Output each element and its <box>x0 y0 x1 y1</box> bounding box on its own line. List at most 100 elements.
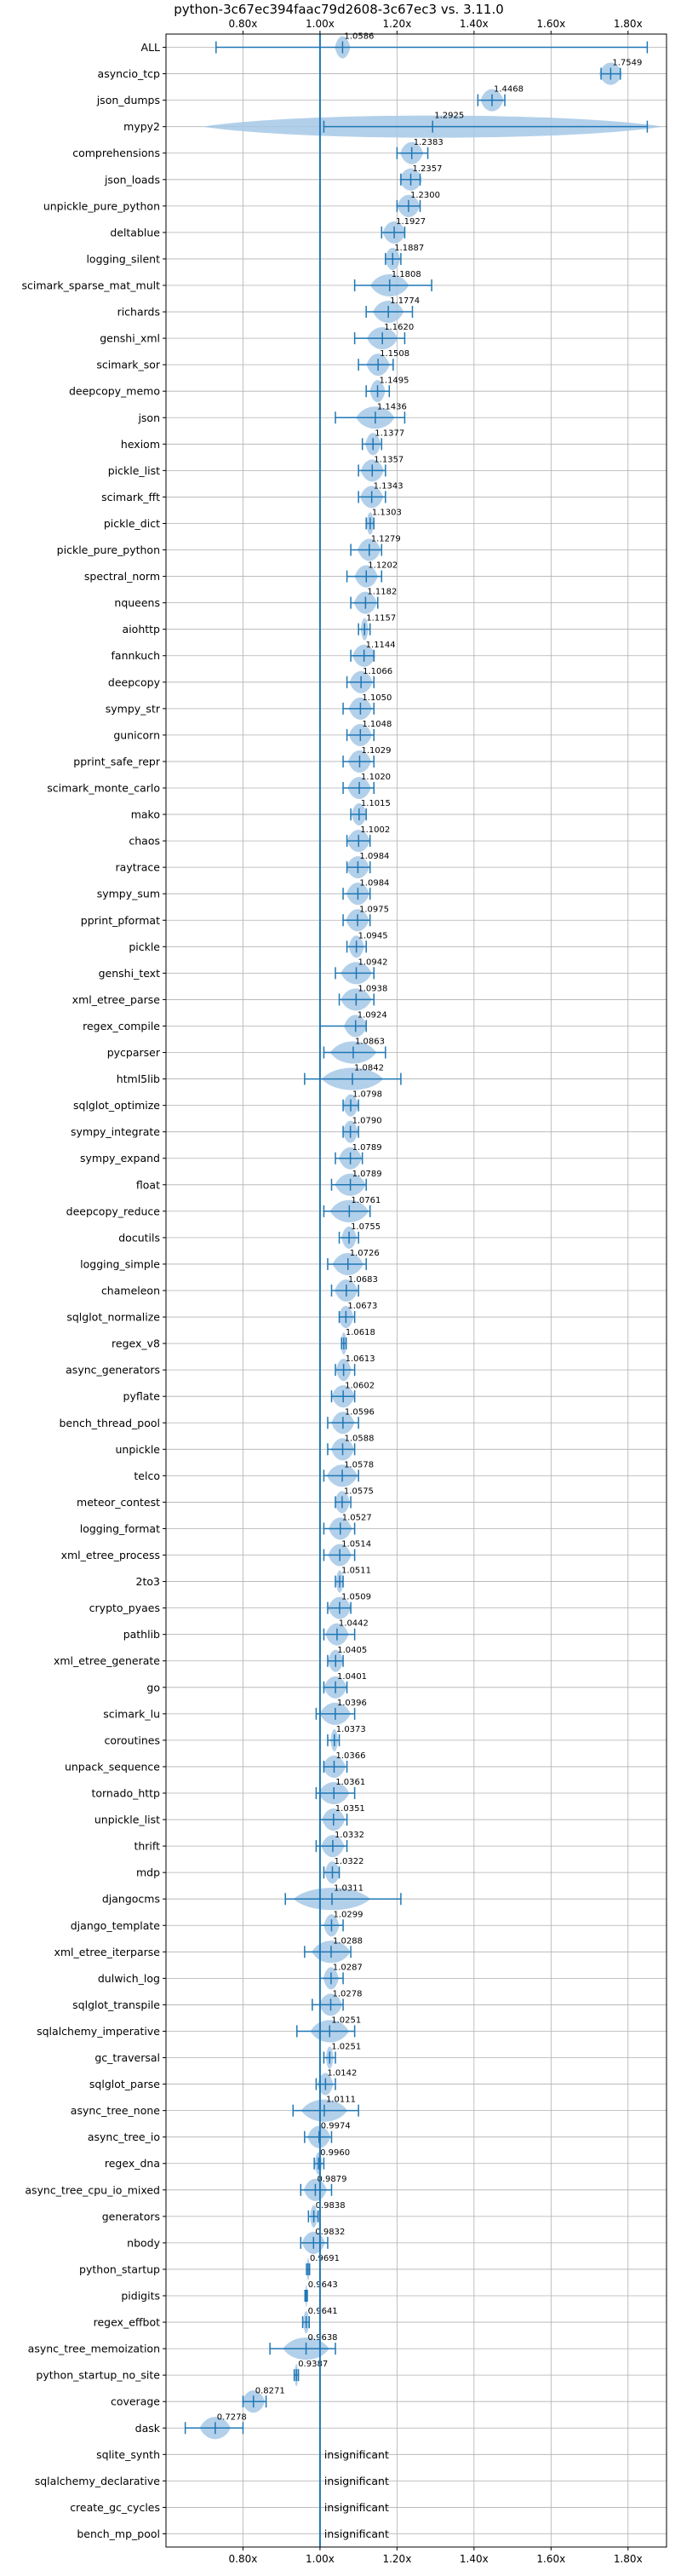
value-label: 1.0588 <box>345 1434 375 1443</box>
benchmark-label: scimark_monte_carlo <box>47 782 160 795</box>
benchmark-label: sqlglot_transpile <box>72 1998 160 2011</box>
value-label: 0.9691 <box>310 2254 340 2263</box>
benchmark-label: pickle_list <box>108 464 160 477</box>
value-label: 1.0602 <box>345 1381 375 1390</box>
benchmark-label: sqlglot_normalize <box>66 1311 160 1324</box>
value-label: 1.0975 <box>359 905 389 914</box>
value-label: 1.0596 <box>345 1407 375 1417</box>
value-label: 0.9641 <box>308 2307 338 2316</box>
benchmark-label: genshi_xml <box>100 332 160 345</box>
value-label: 1.1050 <box>362 693 392 703</box>
value-label: 1.0396 <box>337 1699 367 1708</box>
value-label: 1.0351 <box>335 1804 365 1814</box>
value-label: 1.0942 <box>358 957 388 967</box>
value-label: 0.9879 <box>317 2175 346 2184</box>
value-label: 1.0251 <box>331 2043 361 2052</box>
value-label: 1.0299 <box>333 1910 363 1919</box>
benchmark-label: pycparser <box>107 1046 161 1059</box>
x-tick-label-bottom: 1.60x <box>536 2553 565 2565</box>
value-label: 1.0373 <box>336 1725 366 1734</box>
benchmark-label: genshi_text <box>99 967 160 980</box>
benchmark-label: go <box>146 1681 160 1693</box>
benchmark-label: deepcopy_memo <box>69 385 160 398</box>
value-label: 0.9643 <box>308 2280 338 2290</box>
value-label: 1.0366 <box>335 1751 365 1761</box>
insignificant-label: insignificant <box>324 2448 389 2461</box>
benchmark-label: xml_etree_parse <box>72 993 161 1006</box>
benchmark-label: sqlite_synth <box>96 2448 160 2461</box>
benchmark-label: django_template <box>71 1919 161 1932</box>
value-label: 1.1808 <box>392 270 421 279</box>
value-label: 1.0842 <box>354 1064 384 1073</box>
axes: 0.80x 0.80x 1.00x 1.00x 1.20x 1.20x 1.40x 1.40x… <box>163 18 667 2565</box>
value-label: 1.1495 <box>380 376 409 385</box>
x-tick-label-bottom: 0.80x <box>229 2553 258 2565</box>
benchmark-label: async_tree_cpu_io_mixed <box>25 2183 160 2196</box>
value-label: 1.2357 <box>413 164 443 174</box>
benchmark-label: pickle <box>129 940 160 953</box>
insignificant-label: insignificant <box>324 2501 389 2514</box>
x-tick-label-top: 1.60x <box>536 18 565 30</box>
benchmark-label: telco <box>134 1469 160 1482</box>
benchmark-label: pidigits <box>121 2290 160 2303</box>
benchmark-label: generators <box>102 2210 160 2222</box>
x-tick-label-bottom: 1.80x <box>614 2553 643 2565</box>
value-label: 1.1182 <box>367 588 397 597</box>
value-label: 1.0287 <box>333 1963 363 1972</box>
benchmark-label: bench_thread_pool <box>59 1417 160 1429</box>
value-label: 1.2925 <box>434 112 464 121</box>
benchmark-label: mdp <box>136 1866 160 1879</box>
x-tick-label-top: 0.80x <box>229 18 258 30</box>
benchmark-label: scimark_fft <box>101 491 160 503</box>
value-label: 1.0322 <box>334 1857 363 1866</box>
value-label: 1.0361 <box>335 1778 365 1787</box>
benchmark-label: pyflate <box>123 1390 161 1403</box>
value-labels: 1.0586 1.7549 1.4468 1.2925 1.2383 1.2357 1.23… <box>217 32 643 2540</box>
benchmark-label: tornado_http <box>91 1787 160 1800</box>
benchmark-label: dask <box>135 2422 161 2435</box>
grid-lines <box>166 34 667 2547</box>
value-label: 0.9638 <box>308 2333 338 2343</box>
benchmark-label: sympy_expand <box>80 1152 160 1164</box>
value-label: 0.9838 <box>316 2201 346 2211</box>
benchmark-label: deepcopy <box>108 676 161 688</box>
value-label: 1.0618 <box>346 1328 375 1337</box>
benchmark-label: sqlglot_optimize <box>73 1099 160 1112</box>
value-label: 1.1620 <box>384 323 414 332</box>
value-label: 1.0755 <box>351 1222 381 1232</box>
value-label: 1.1202 <box>368 561 398 571</box>
x-tick-label-bottom: 1.20x <box>382 2553 411 2565</box>
value-label: 0.9387 <box>298 2360 328 2369</box>
benchmark-label: async_generators <box>66 1364 160 1377</box>
benchmark-label: unpickle <box>115 1443 160 1456</box>
benchmark-label: scimark_sparse_mat_mult <box>22 279 161 292</box>
benchmark-label: xml_etree_process <box>61 1549 160 1561</box>
value-label: 1.0683 <box>348 1275 378 1285</box>
benchmark-label: regex_compile <box>83 1020 160 1032</box>
insignificant-label: insignificant <box>324 2527 389 2540</box>
benchmark-label: spectral_norm <box>84 570 160 583</box>
benchmark-label: json_dumps <box>96 94 160 106</box>
value-label: 1.0938 <box>358 984 387 993</box>
x-tick-label-top: 1.00x <box>306 18 335 30</box>
benchmark-label: pickle_dict <box>104 517 160 530</box>
value-label: 1.0511 <box>341 1567 371 1576</box>
value-label: 1.0789 <box>352 1170 382 1179</box>
benchmark-label: sympy_sum <box>97 888 160 900</box>
benchmark-label: gunicorn <box>113 728 160 741</box>
benchmark-label: xml_etree_iterparse <box>54 1946 160 1958</box>
benchmark-label: python_startup <box>79 2263 160 2275</box>
benchmark-label: python_startup_no_site <box>36 2369 160 2382</box>
benchmark-label: aiohttp <box>123 623 161 635</box>
value-label: 0.7278 <box>217 2412 247 2422</box>
benchmark-label: gc_traversal <box>94 2051 160 2064</box>
benchmark-label: create_gc_cycles <box>70 2501 160 2514</box>
benchmark-label: docutils <box>118 1231 160 1244</box>
value-label: 1.1157 <box>366 614 396 624</box>
benchmark-label: async_tree_io <box>88 2130 160 2143</box>
value-label: 1.1357 <box>374 455 403 464</box>
benchmark-label: richards <box>117 306 160 319</box>
benchmark-label: regex_dna <box>105 2157 160 2170</box>
x-tick-label-top: 1.40x <box>460 18 489 30</box>
